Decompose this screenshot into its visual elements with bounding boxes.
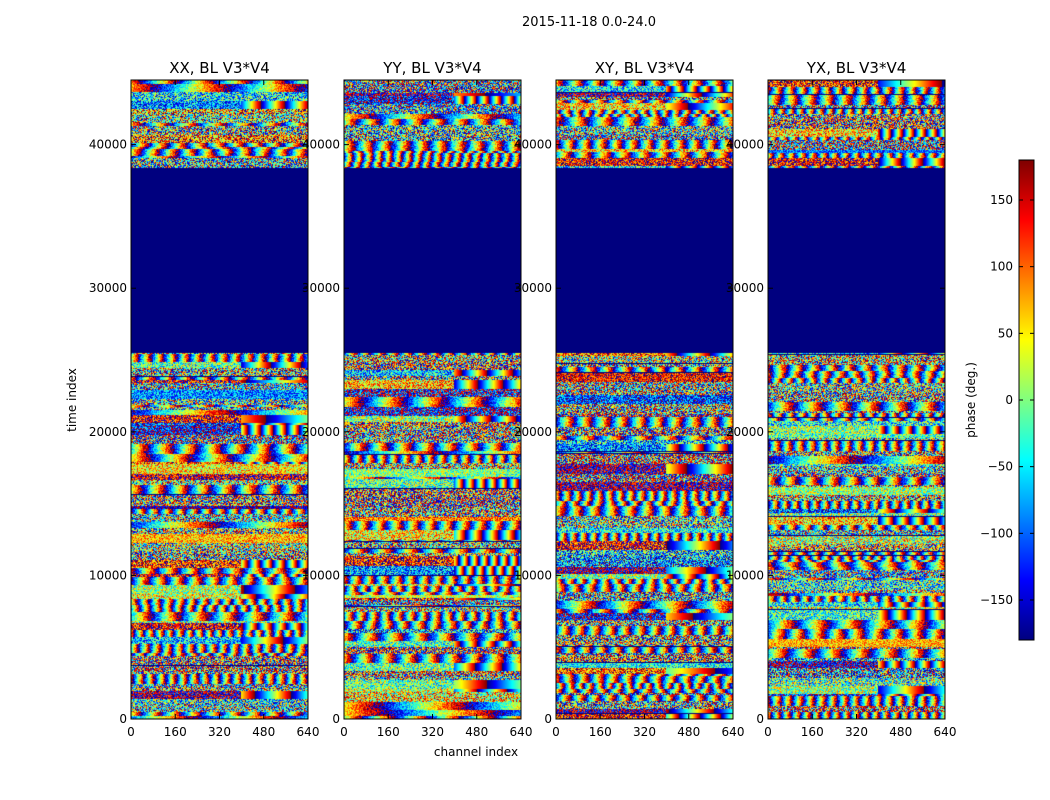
panel-1: XX, BL V3*V4 0 160 320 480 640 0 10000 20000 3000…	[89, 59, 320, 739]
y-tick-label: 40000	[726, 138, 764, 152]
panel-4: YX, BL V3*V4 0 160 320 480 640 0 10000 20000 3000…	[726, 59, 957, 739]
heatmap-image	[344, 80, 521, 719]
x-tick-label: 0	[764, 725, 772, 739]
colorbar-tick-label: −50	[988, 460, 1013, 474]
y-tick-label: 40000	[302, 138, 340, 152]
panel-title: YX, BL V3*V4	[806, 59, 907, 77]
x-tick-label: 320	[845, 725, 868, 739]
y-tick-label: 10000	[302, 568, 340, 582]
x-tick-label: 480	[252, 725, 275, 739]
x-tick-label: 480	[677, 725, 700, 739]
y-tick-label: 40000	[514, 138, 552, 152]
x-tick-label: 0	[552, 725, 560, 739]
heatmap-image	[768, 80, 945, 719]
y-tick-label: 30000	[514, 281, 552, 295]
x-tick-label: 320	[208, 725, 231, 739]
colorbar-label: phase (deg.)	[964, 362, 978, 438]
x-tick-label: 0	[340, 725, 348, 739]
y-tick-label: 20000	[726, 425, 764, 439]
colorbar-tick-label: 150	[990, 193, 1013, 207]
x-tick-label: 320	[421, 725, 444, 739]
x-tick-label: 160	[377, 725, 400, 739]
y-tick-label: 0	[756, 712, 764, 726]
y-tick-label: 10000	[726, 568, 764, 582]
y-tick-label: 10000	[514, 568, 552, 582]
y-tick-label: 30000	[302, 281, 340, 295]
x-axis-label: channel index	[434, 745, 518, 759]
colorbar-tick-label: 50	[998, 326, 1013, 340]
y-axis-label: time index	[65, 368, 79, 432]
colorbar-tick-label: −150	[980, 593, 1013, 607]
y-tick-label: 10000	[89, 568, 127, 582]
panel-title: YY, BL V3*V4	[382, 59, 481, 77]
y-tick-label: 20000	[89, 425, 127, 439]
y-tick-label: 40000	[89, 138, 127, 152]
y-tick-label: 20000	[514, 425, 552, 439]
colorbar: −150 −100 −50 0 50 100 150	[980, 159, 1035, 641]
y-tick-label: 0	[119, 712, 127, 726]
y-tick-label: 30000	[726, 281, 764, 295]
x-tick-label: 480	[465, 725, 488, 739]
panel-title: XX, BL V3*V4	[169, 59, 270, 77]
panels: XX, BL V3*V4 0 160 320 480 640 0 10000 20000 3000…	[89, 59, 957, 739]
x-tick-label: 160	[164, 725, 187, 739]
x-tick-label: 640	[722, 725, 745, 739]
x-tick-label: 0	[127, 725, 135, 739]
heatmap-image	[131, 80, 308, 719]
y-tick-label: 0	[332, 712, 340, 726]
figure-title: 2015-11-18 0.0-24.0	[522, 15, 656, 30]
colorbar-tick-label: 100	[990, 260, 1013, 274]
x-tick-label: 160	[589, 725, 612, 739]
y-tick-label: 20000	[302, 425, 340, 439]
panel-3: XY, BL V3*V4 0 160 320 480 640 0 10000 20000 3000…	[514, 59, 745, 739]
x-tick-label: 640	[510, 725, 533, 739]
x-tick-label: 640	[297, 725, 320, 739]
colorbar-tick-label: −100	[980, 526, 1013, 540]
colorbar-tick-label: 0	[1005, 393, 1013, 407]
x-tick-label: 480	[889, 725, 912, 739]
y-tick-label: 0	[544, 712, 552, 726]
panel-title: XY, BL V3*V4	[595, 59, 695, 77]
panel-2: YY, BL V3*V4 0 160 320 480 640 0 10000 20000 3000…	[302, 59, 533, 739]
heatmap-image	[556, 80, 733, 719]
x-tick-label: 320	[633, 725, 656, 739]
y-tick-label: 30000	[89, 281, 127, 295]
x-tick-label: 640	[934, 725, 957, 739]
x-tick-label: 160	[801, 725, 824, 739]
